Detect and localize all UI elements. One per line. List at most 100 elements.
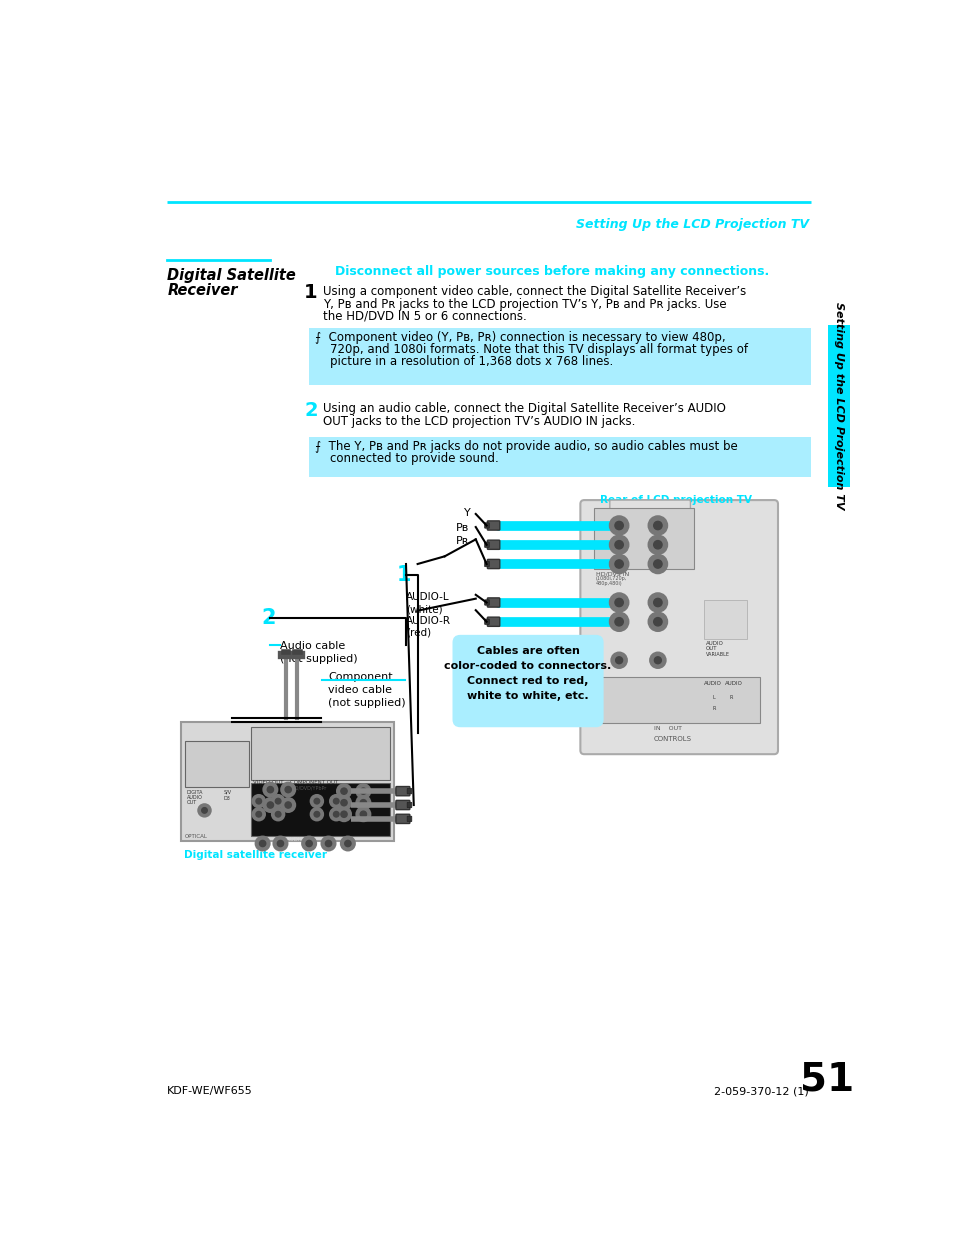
Circle shape	[330, 808, 342, 820]
FancyBboxPatch shape	[487, 559, 499, 568]
Text: VIDEO OUT: VIDEO OUT	[253, 781, 283, 785]
Circle shape	[653, 541, 661, 548]
FancyBboxPatch shape	[484, 561, 489, 567]
Text: Digital Satellite: Digital Satellite	[167, 268, 295, 283]
Circle shape	[648, 516, 666, 535]
FancyBboxPatch shape	[407, 816, 412, 821]
FancyBboxPatch shape	[309, 437, 810, 477]
Circle shape	[285, 787, 291, 793]
Text: Using a component video cable, connect the Digital Satellite Receiver’s: Using a component video cable, connect t…	[323, 285, 745, 299]
Circle shape	[356, 795, 370, 810]
Circle shape	[267, 802, 274, 808]
Text: 2-059-370-12 (1): 2-059-370-12 (1)	[714, 1086, 808, 1095]
Circle shape	[648, 613, 666, 631]
Circle shape	[356, 784, 370, 798]
Circle shape	[281, 783, 294, 797]
Text: OPTICAL: OPTICAL	[185, 834, 208, 839]
Text: HD/DVD/YPbPr: HD/DVD/YPbPr	[291, 785, 326, 790]
Text: AUDIO: AUDIO	[724, 680, 742, 685]
Circle shape	[654, 657, 660, 663]
Circle shape	[302, 836, 315, 851]
Circle shape	[306, 840, 312, 847]
FancyBboxPatch shape	[593, 508, 694, 569]
Circle shape	[356, 808, 370, 821]
Circle shape	[649, 652, 665, 668]
FancyBboxPatch shape	[487, 540, 499, 550]
Text: Audio cable
(not supplied): Audio cable (not supplied)	[280, 641, 357, 664]
Circle shape	[344, 840, 351, 847]
Circle shape	[277, 840, 283, 847]
Circle shape	[615, 657, 622, 663]
Circle shape	[274, 836, 287, 851]
Text: OUT: OUT	[187, 800, 196, 805]
Text: the HD/DVD IN 5 or 6 connections.: the HD/DVD IN 5 or 6 connections.	[323, 310, 526, 322]
FancyBboxPatch shape	[609, 500, 690, 517]
Circle shape	[648, 555, 666, 573]
Circle shape	[340, 788, 347, 794]
Text: AUDIO OUT: AUDIO OUT	[286, 837, 316, 842]
FancyBboxPatch shape	[827, 325, 849, 487]
Text: Y, Pʙ and Pʀ jacks to the LCD projection TV’s Y, Pʙ and Pʀ jacks. Use: Y, Pʙ and Pʀ jacks to the LCD projection…	[323, 298, 726, 310]
Circle shape	[653, 521, 661, 530]
Circle shape	[340, 799, 347, 805]
Text: 720p, and 1080i formats. Note that this TV displays all format types of: 720p, and 1080i formats. Note that this …	[315, 343, 747, 356]
Text: 1: 1	[396, 564, 411, 585]
Text: Setting Up the LCD Projection TV: Setting Up the LCD Projection TV	[833, 303, 843, 510]
FancyBboxPatch shape	[395, 814, 410, 824]
FancyBboxPatch shape	[309, 327, 810, 385]
FancyBboxPatch shape	[487, 521, 499, 530]
Circle shape	[275, 811, 280, 818]
Circle shape	[336, 808, 351, 821]
Circle shape	[311, 795, 323, 808]
Text: OUT jacks to the LCD projection TV’s AUDIO IN jacks.: OUT jacks to the LCD projection TV’s AUD…	[323, 415, 635, 427]
Text: IN    OUT: IN OUT	[654, 726, 681, 731]
FancyBboxPatch shape	[407, 803, 412, 808]
Circle shape	[325, 840, 332, 847]
Text: AUDIO-R: AUDIO-R	[406, 616, 451, 626]
Text: Rear of LCD projection TV: Rear of LCD projection TV	[599, 495, 751, 505]
Circle shape	[653, 598, 661, 606]
Text: AUDIO: AUDIO	[703, 680, 721, 685]
Circle shape	[615, 541, 622, 548]
FancyBboxPatch shape	[484, 619, 489, 625]
FancyBboxPatch shape	[487, 618, 499, 626]
Text: S/V: S/V	[224, 789, 232, 794]
FancyBboxPatch shape	[407, 788, 412, 794]
Circle shape	[648, 593, 666, 611]
Text: AUDIO: AUDIO	[187, 795, 202, 800]
Text: Disconnect all power sources before making any connections.: Disconnect all power sources before maki…	[335, 266, 768, 278]
Circle shape	[653, 618, 661, 626]
Circle shape	[615, 521, 622, 530]
Circle shape	[259, 840, 266, 847]
FancyBboxPatch shape	[484, 542, 489, 547]
Text: HD/DVS IN: HD/DVS IN	[596, 572, 628, 577]
Text: AUDIO: AUDIO	[705, 641, 723, 646]
Text: Using an audio cable, connect the Digital Satellite Receiver’s AUDIO: Using an audio cable, connect the Digita…	[323, 403, 725, 415]
Text: OUT: OUT	[705, 646, 717, 651]
Text: COMPONENT OUT: COMPONENT OUT	[290, 781, 337, 785]
Text: Y: Y	[464, 508, 471, 517]
FancyBboxPatch shape	[487, 598, 499, 608]
Circle shape	[263, 783, 277, 797]
FancyBboxPatch shape	[395, 800, 410, 810]
Circle shape	[267, 787, 274, 793]
Circle shape	[609, 593, 628, 611]
Text: Cables are often
color-coded to connectors.
Connect red to red,
white to white, : Cables are often color-coded to connecto…	[444, 646, 611, 700]
FancyBboxPatch shape	[251, 727, 390, 779]
Text: (white): (white)	[406, 604, 442, 614]
Circle shape	[314, 811, 319, 818]
Circle shape	[609, 516, 628, 535]
Circle shape	[336, 795, 351, 810]
FancyBboxPatch shape	[593, 677, 760, 724]
Text: connected to provide sound.: connected to provide sound.	[315, 452, 498, 466]
FancyBboxPatch shape	[579, 500, 778, 755]
Circle shape	[609, 613, 628, 631]
Text: Receiver: Receiver	[167, 283, 237, 298]
Circle shape	[609, 536, 628, 555]
Text: (1080i,720p,: (1080i,720p,	[596, 577, 626, 582]
Circle shape	[334, 798, 338, 804]
Text: L: L	[712, 695, 715, 700]
Text: CONTROLS: CONTROLS	[654, 736, 691, 742]
Circle shape	[314, 798, 319, 804]
Text: 2: 2	[304, 401, 317, 420]
